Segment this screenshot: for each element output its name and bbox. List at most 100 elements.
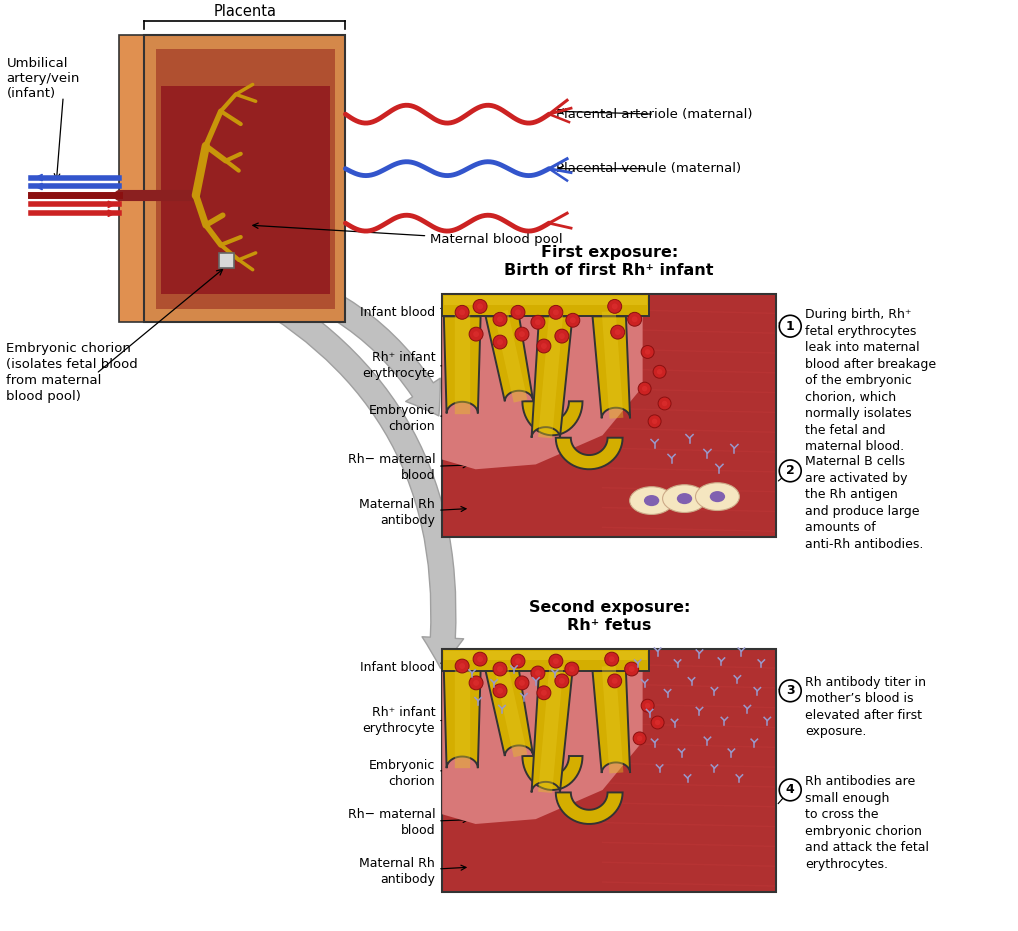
Circle shape	[632, 317, 637, 322]
Bar	[444, 296, 647, 305]
Circle shape	[549, 305, 563, 319]
Text: Maternal B cells
are activated by
the Rh antigen
and produce large
amounts of
an: Maternal B cells are activated by the Rh…	[805, 455, 923, 550]
Circle shape	[662, 400, 667, 406]
Bar	[219, 253, 234, 268]
Polygon shape	[161, 87, 331, 294]
Circle shape	[555, 674, 569, 688]
FancyArrowPatch shape	[220, 264, 463, 668]
Circle shape	[511, 305, 525, 319]
Circle shape	[459, 309, 465, 316]
Text: 2: 2	[786, 465, 795, 478]
Circle shape	[644, 349, 651, 355]
Circle shape	[477, 304, 483, 309]
Circle shape	[779, 316, 801, 337]
Bar	[442, 649, 777, 892]
Polygon shape	[444, 671, 480, 768]
Circle shape	[566, 314, 580, 327]
Circle shape	[535, 670, 541, 676]
Circle shape	[652, 716, 664, 729]
Circle shape	[608, 674, 622, 688]
FancyArrowPatch shape	[228, 257, 440, 416]
Circle shape	[469, 327, 484, 341]
Circle shape	[553, 309, 559, 316]
Circle shape	[515, 658, 521, 664]
Bar	[442, 294, 777, 537]
Text: Second exposure:: Second exposure:	[528, 600, 690, 615]
Circle shape	[515, 676, 529, 690]
Polygon shape	[592, 317, 630, 418]
Circle shape	[497, 666, 503, 672]
Text: First exposure:: First exposure:	[541, 246, 678, 261]
Circle shape	[565, 662, 579, 676]
Polygon shape	[486, 671, 533, 756]
Text: Rh⁺ infant
erythrocyte: Rh⁺ infant erythrocyte	[362, 706, 456, 735]
Circle shape	[657, 369, 663, 374]
Circle shape	[570, 317, 576, 323]
Ellipse shape	[663, 485, 706, 512]
Text: 1: 1	[786, 319, 795, 332]
Circle shape	[541, 344, 547, 349]
Circle shape	[644, 703, 651, 708]
Circle shape	[473, 331, 479, 337]
Circle shape	[493, 662, 507, 676]
Circle shape	[779, 460, 801, 481]
Circle shape	[497, 339, 503, 345]
Circle shape	[605, 653, 619, 666]
Circle shape	[493, 684, 507, 697]
Circle shape	[493, 312, 507, 326]
Text: Placental venule (maternal): Placental venule (maternal)	[556, 162, 741, 175]
Text: Birth of first Rh⁺ infant: Birth of first Rh⁺ infant	[505, 263, 714, 278]
Text: 4: 4	[786, 783, 795, 796]
Circle shape	[473, 300, 487, 314]
Ellipse shape	[644, 495, 660, 506]
Circle shape	[637, 735, 642, 741]
Circle shape	[559, 333, 565, 339]
Circle shape	[612, 304, 618, 309]
Circle shape	[497, 688, 503, 694]
Text: Umbilical
artery/vein
(infant): Umbilical artery/vein (infant)	[6, 57, 79, 100]
Text: Embryonic
chorion: Embryonic chorion	[369, 404, 450, 433]
Polygon shape	[522, 756, 582, 789]
Polygon shape	[486, 317, 533, 401]
Polygon shape	[556, 792, 623, 824]
Circle shape	[531, 316, 545, 330]
Circle shape	[629, 666, 634, 672]
Circle shape	[497, 317, 503, 322]
Polygon shape	[156, 48, 336, 309]
Text: During birth, Rh⁺
fetal erythrocytes
leak into maternal
blood after breakage
of : During birth, Rh⁺ fetal erythrocytes lea…	[805, 308, 937, 453]
Text: Maternal Rh
antibody: Maternal Rh antibody	[359, 498, 466, 527]
Circle shape	[633, 732, 646, 745]
Polygon shape	[119, 34, 146, 322]
Circle shape	[609, 656, 615, 662]
Polygon shape	[592, 671, 630, 773]
Circle shape	[531, 666, 545, 680]
Polygon shape	[522, 401, 582, 435]
Circle shape	[559, 678, 565, 684]
Circle shape	[628, 312, 641, 326]
Polygon shape	[442, 294, 642, 469]
Circle shape	[625, 662, 638, 676]
Text: Rh antibody titer in
mother’s blood is
elevated after first
exposure.: Rh antibody titer in mother’s blood is e…	[805, 676, 926, 738]
Text: Rh⁺ infant
erythrocyte: Rh⁺ infant erythrocyte	[362, 351, 456, 381]
Ellipse shape	[677, 493, 692, 505]
Ellipse shape	[710, 491, 725, 502]
Circle shape	[655, 720, 661, 725]
Circle shape	[652, 419, 658, 424]
Polygon shape	[442, 649, 642, 824]
Polygon shape	[531, 671, 572, 792]
Circle shape	[779, 680, 801, 702]
Circle shape	[779, 779, 801, 801]
Circle shape	[477, 656, 483, 662]
Polygon shape	[556, 438, 623, 469]
Circle shape	[469, 676, 484, 690]
Circle shape	[641, 699, 655, 712]
Polygon shape	[444, 317, 480, 413]
Text: Rh− maternal
blood: Rh− maternal blood	[347, 808, 468, 837]
Text: Placental arteriole (maternal): Placental arteriole (maternal)	[556, 108, 752, 121]
Circle shape	[536, 339, 551, 353]
Text: Embryonic chorion
(isolates fetal blood
from maternal
blood pool): Embryonic chorion (isolates fetal blood …	[6, 342, 138, 403]
Circle shape	[608, 300, 622, 314]
Circle shape	[493, 335, 507, 349]
Text: Infant blood: Infant blood	[360, 659, 460, 673]
Text: Embryonic
chorion: Embryonic chorion	[369, 759, 450, 788]
